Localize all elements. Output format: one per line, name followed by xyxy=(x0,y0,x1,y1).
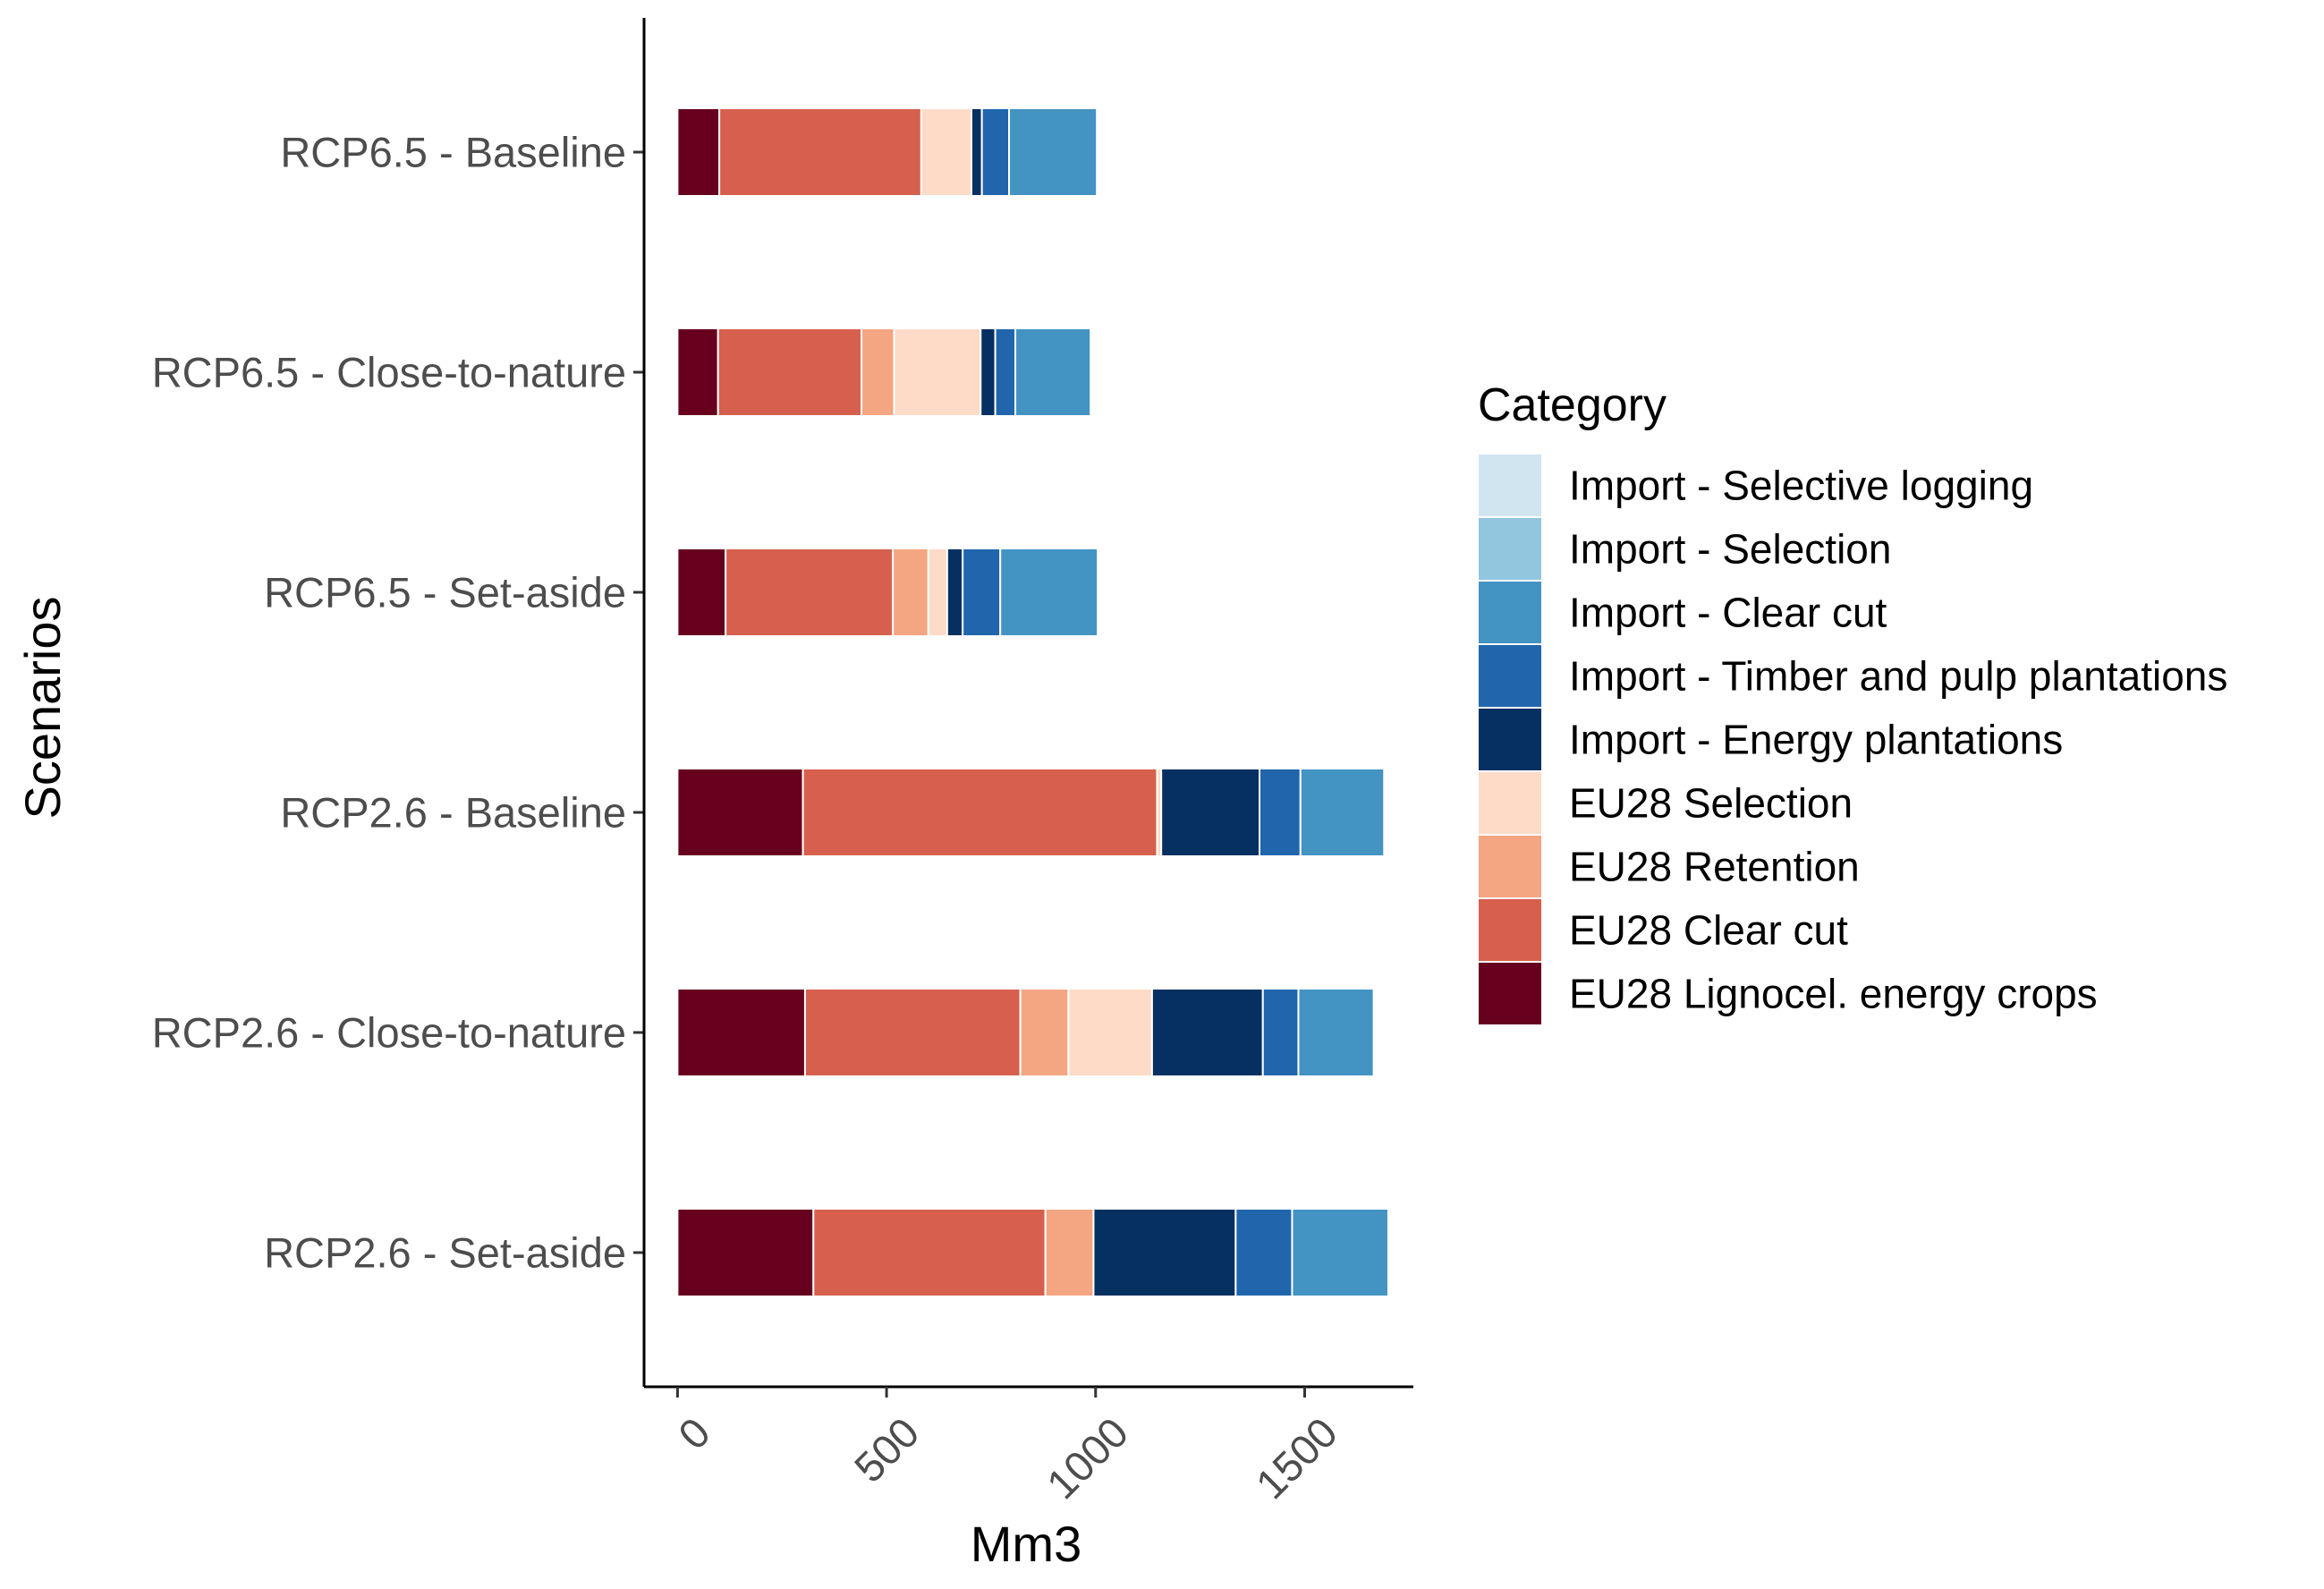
y-tick-label: RCP2.6 - Set-aside xyxy=(264,1229,626,1277)
bar-segment xyxy=(1067,988,1153,1077)
bar-segment xyxy=(1092,1208,1237,1297)
bar-segment xyxy=(1160,768,1261,857)
legend-title: Category xyxy=(1478,379,1667,431)
legend-label: EU28 Retention xyxy=(1569,844,1860,890)
legend: Category Import - Selective logging Import… xyxy=(1477,379,2227,1026)
bar-segment xyxy=(892,548,929,637)
bar-segment xyxy=(970,107,983,197)
bar-segment xyxy=(725,548,895,637)
bar-segment xyxy=(1259,768,1302,857)
bars-layer xyxy=(676,107,1389,1297)
bar-segment xyxy=(962,548,1002,637)
bar-segment xyxy=(1150,988,1264,1077)
y-axis-title: Scenarios xyxy=(14,596,71,819)
legend-label: EU28 Selection xyxy=(1569,780,1853,827)
legend-key xyxy=(1477,643,1543,709)
bar-segment xyxy=(1297,988,1375,1077)
bar-segment xyxy=(812,1208,1047,1297)
bar-segment xyxy=(1008,107,1098,197)
legend-key xyxy=(1477,580,1543,645)
x-tick-label: 500 xyxy=(845,1408,929,1491)
y-tick-label: RCP6.5 - Baseline xyxy=(280,129,626,176)
x-tick-label: 1000 xyxy=(1038,1408,1137,1508)
bar-segment xyxy=(1234,1208,1293,1297)
bar-segment xyxy=(676,1208,815,1297)
bar-segment xyxy=(717,327,863,417)
bar-segment xyxy=(946,548,964,637)
bar-segment xyxy=(676,107,721,197)
legend-key xyxy=(1477,834,1543,899)
y-tick-label: RCP6.5 - Close-to-nature xyxy=(152,349,626,396)
bar-segment xyxy=(994,327,1017,417)
bar-segment xyxy=(1299,768,1386,857)
bar-segment xyxy=(676,768,804,857)
bar-segment xyxy=(718,107,922,197)
legend-key xyxy=(1477,707,1543,772)
x-axis-title: Mm3 xyxy=(971,1516,1081,1572)
legend-key xyxy=(1477,961,1543,1026)
bar-segment xyxy=(861,327,895,417)
bar-segment xyxy=(1291,1208,1389,1297)
legend-label: Import - Timber and pulp plantations xyxy=(1569,653,2227,700)
bar-segment xyxy=(676,548,727,637)
bar-segment xyxy=(920,107,972,197)
legend-label: Import - Selective logging xyxy=(1569,463,2033,509)
x-tick-label: 0 xyxy=(669,1408,719,1458)
legend-label: Import - Selection xyxy=(1569,526,1891,573)
y-tick-label: RCP2.6 - Close-to-nature xyxy=(152,1009,626,1057)
bar-segment xyxy=(980,107,1011,197)
legend-label: EU28 Clear cut xyxy=(1569,907,1848,954)
bar-segment xyxy=(927,548,948,637)
x-tick-label: 1500 xyxy=(1246,1408,1345,1508)
bar-segment xyxy=(676,327,719,417)
bar-segment xyxy=(980,327,997,417)
bar-segment xyxy=(1019,988,1070,1077)
legend-label: EU28 Lignocel. energy crops xyxy=(1569,971,2098,1017)
legend-key xyxy=(1477,516,1543,582)
legend-key xyxy=(1477,770,1543,836)
bar-segment xyxy=(999,548,1099,637)
legend-key xyxy=(1477,453,1543,518)
bar-segment xyxy=(802,768,1158,857)
legend-label: Import - Clear cut xyxy=(1569,590,1887,636)
y-tick-label: RCP6.5 - Set-aside xyxy=(264,569,626,616)
bar-segment xyxy=(803,988,1022,1077)
legend-key xyxy=(1477,897,1543,963)
bar-segment xyxy=(893,327,982,417)
bar-segment xyxy=(1261,988,1300,1077)
y-tick-label: RCP2.6 - Baseline xyxy=(280,789,626,837)
bar-segment xyxy=(676,988,806,1077)
bar-segment xyxy=(1044,1208,1095,1297)
legend-label: Import - Energy plantations xyxy=(1569,717,2063,763)
bar-segment xyxy=(1014,327,1092,417)
